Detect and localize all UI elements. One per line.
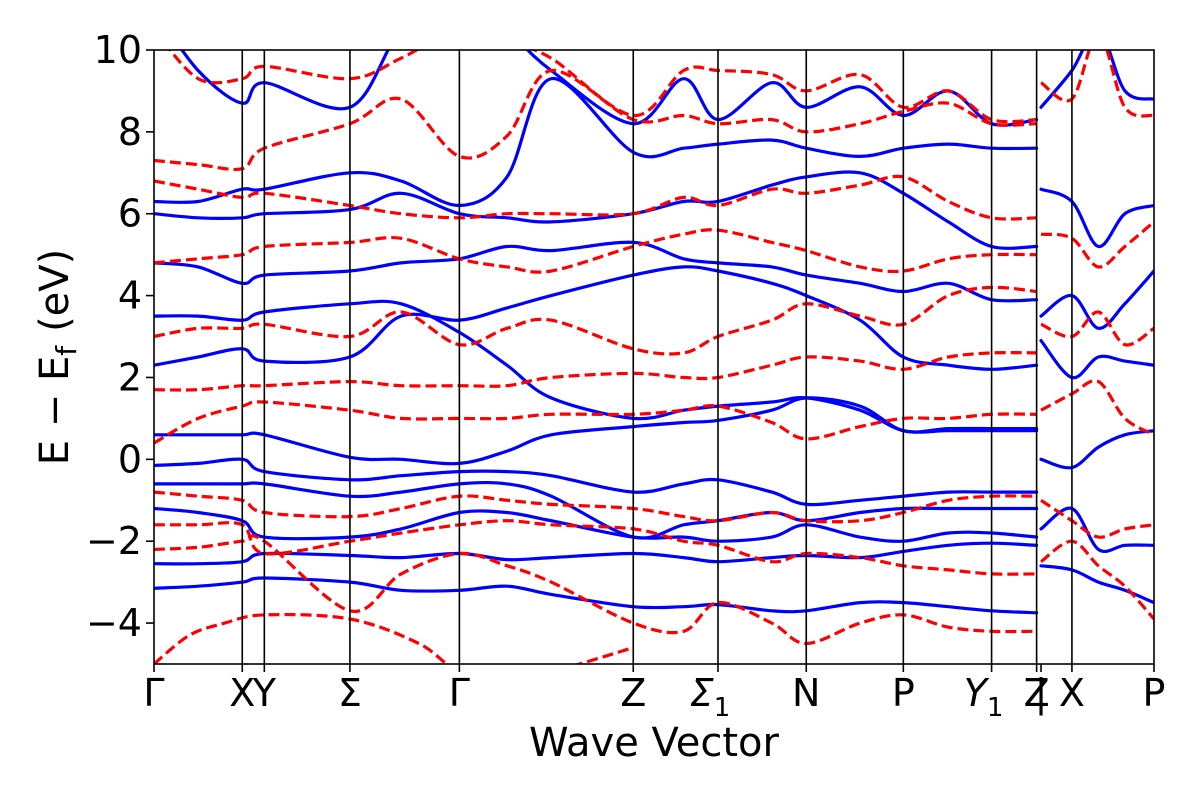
x-tick-label: P — [1143, 671, 1166, 715]
y-tick-label: −4 — [86, 601, 142, 645]
y-tick-label: 10 — [94, 28, 142, 72]
axes-frame — [153, 49, 1155, 665]
kpoint-lines — [241, 50, 1073, 664]
x-axis-label: Wave Vector — [529, 720, 780, 766]
x-tick-label: Σ — [338, 671, 362, 715]
solid-band-line — [1039, 187, 1154, 249]
dashed-band-line — [1040, 50, 1154, 118]
plot-area — [154, 50, 1154, 664]
x-axis-ticks: Γ XY Σ Γ Z Σ1 N P Y1 Z| X P — [143, 664, 1165, 723]
solid-band-line — [1039, 269, 1154, 330]
dashed-band-line — [154, 612, 634, 664]
x-tick-label: X — [1059, 671, 1085, 715]
x-tick-label: Z — [620, 671, 646, 715]
x-tick-label: Γ — [143, 671, 164, 715]
y-tick-label: −2 — [86, 519, 142, 563]
y-tick-label: 6 — [118, 192, 142, 236]
dashed-band-line — [1040, 539, 1154, 621]
y-tick-label: 2 — [118, 355, 142, 399]
x-tick-label: Σ1 — [690, 671, 731, 723]
x-tick-label: Γ — [449, 671, 470, 715]
y-axis-label: E − Ef (eV) — [32, 249, 83, 466]
dashed-band-line — [154, 68, 1037, 171]
dashed-band-line — [1040, 310, 1154, 347]
x-tick-label: N — [792, 671, 820, 715]
solid-band-line — [1039, 339, 1154, 380]
dashed-band-line — [1040, 498, 1154, 539]
x-tick-label: Y — [252, 671, 277, 715]
dashed-band-line — [1040, 379, 1154, 437]
y-axis-label-sub: f — [50, 345, 83, 356]
x-tick-label: P — [892, 671, 915, 715]
solid-band-line — [1039, 506, 1154, 554]
solid-band-line — [1039, 429, 1154, 470]
y-axis-ticks: −4 −2 0 2 4 6 8 10 — [86, 28, 154, 645]
x-tick-label: | — [1035, 671, 1048, 716]
solid-band-line — [154, 77, 1039, 208]
y-tick-label: 4 — [118, 274, 142, 318]
y-axis-label-main: E − E — [32, 356, 78, 466]
y-tick-label: 8 — [118, 110, 142, 154]
dashed-band-line — [1040, 220, 1154, 269]
y-axis-label-unit: (eV) — [32, 249, 78, 332]
x-tick-label: X — [229, 671, 255, 715]
y-tick-label: 0 — [118, 437, 142, 481]
x-tick-label: Y1 — [964, 671, 1004, 723]
x-tick-label: Z — [1024, 671, 1050, 715]
solid-band-line — [1039, 50, 1154, 109]
